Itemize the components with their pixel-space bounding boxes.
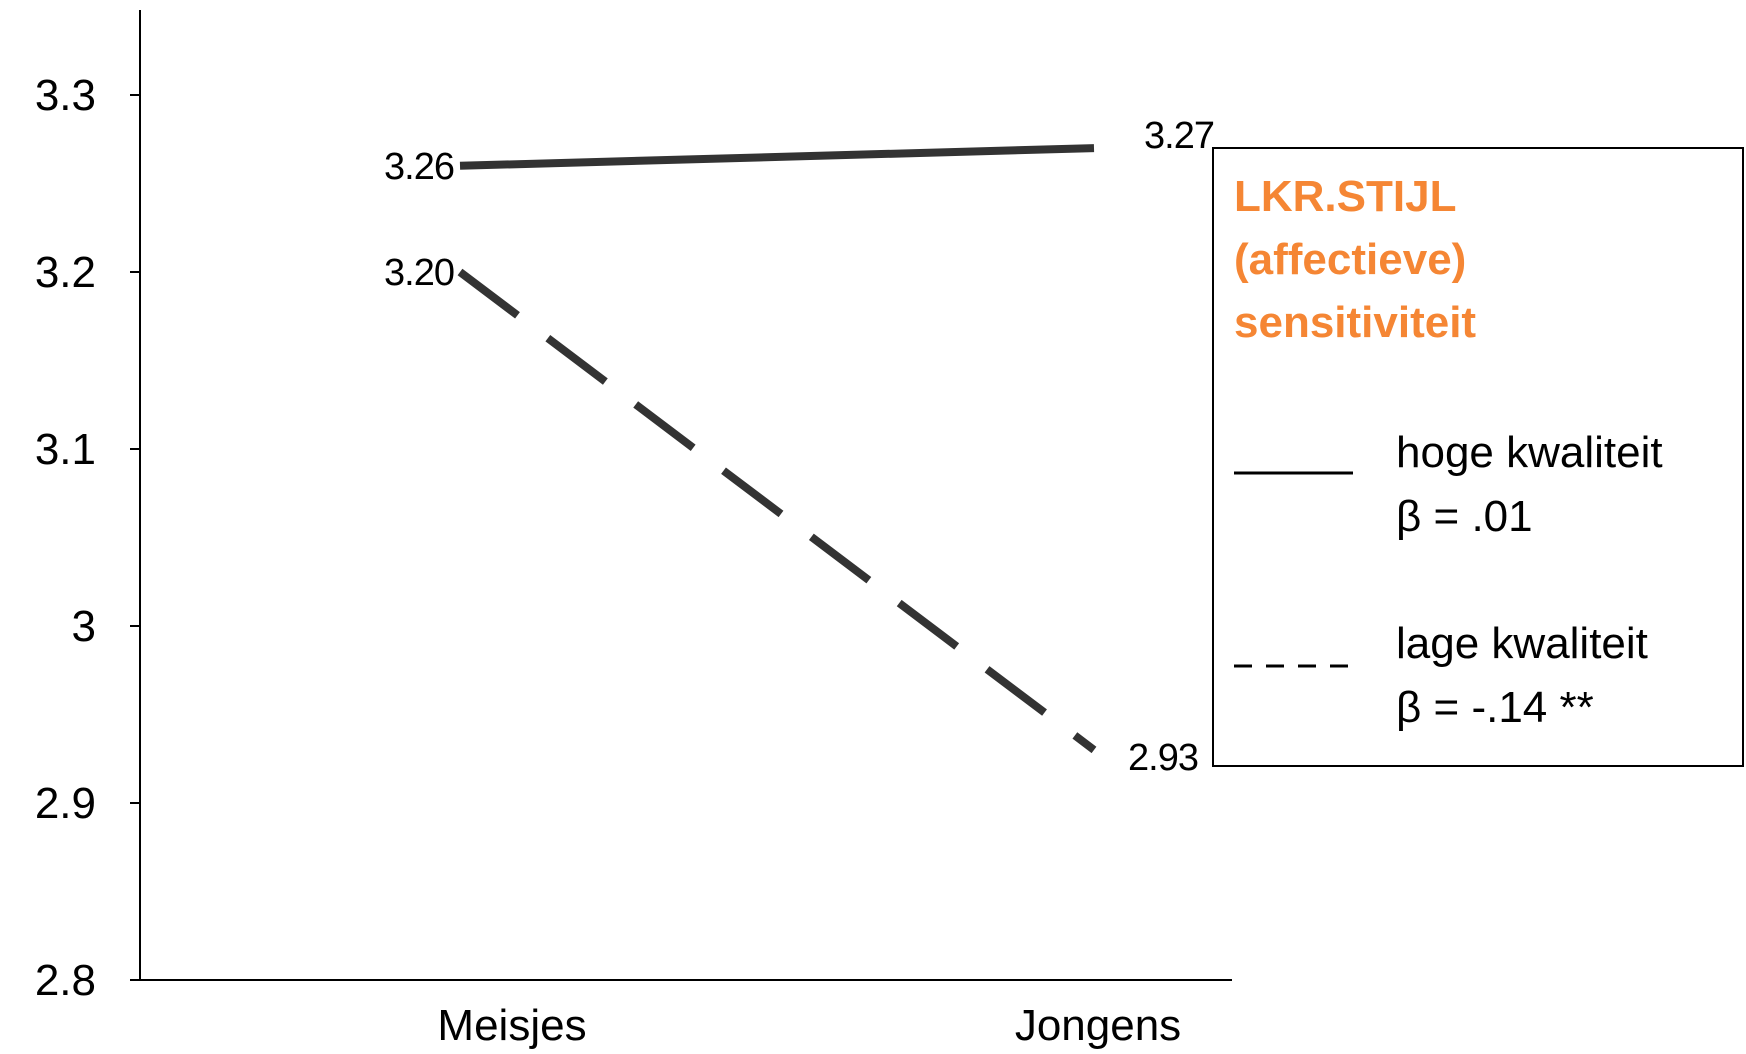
y-tick-label: 3.1 [35,425,96,474]
series-line-lage-kwaliteit [457,268,1097,754]
series-lines [457,144,1097,754]
legend-box [1212,147,1744,767]
legend-entry-lage-name: lage kwaliteit [1396,619,1648,668]
data-label: 3.27 [1144,115,1214,157]
legend-title-line-2: (affectieve) [1234,235,1466,284]
data-label: 3.20 [384,252,454,294]
legend-entry-hoge-stat: β = .01 [1396,492,1533,541]
data-labels: 3.26 3.27 3.20 2.93 [384,115,1215,779]
y-tick-label: 2.8 [35,956,96,1005]
x-category-label: Jongens [1015,1001,1181,1050]
y-tick-label: 3.3 [35,71,96,120]
axes [139,10,1232,981]
legend-title-line-3: sensitiviteit [1234,298,1476,347]
series-line-hoge-kwaliteit [459,144,1095,170]
x-category-label: Meisjes [437,1001,586,1050]
legend-title: LKR.STIJL (affectieve) sensitiviteit [1234,172,1479,347]
y-ticks: 3.3 3.2 3.1 3 2.9 2.8 [35,71,140,1005]
legend-title-line-1: LKR.STIJL [1234,172,1456,221]
legend: LKR.STIJL (affectieve) sensitiviteit hog… [1212,147,1744,767]
y-tick-label: 2.9 [35,779,96,828]
x-labels: Meisjes Jongens [437,1001,1181,1050]
data-label: 3.26 [384,146,454,188]
legend-entry-lage-stat: β = -.14 ** [1396,683,1594,732]
legend-entry-hoge-name: hoge kwaliteit [1396,428,1663,477]
y-tick-label: 3.2 [35,248,96,297]
data-label: 2.93 [1128,737,1198,779]
y-tick-label: 3 [72,602,96,651]
